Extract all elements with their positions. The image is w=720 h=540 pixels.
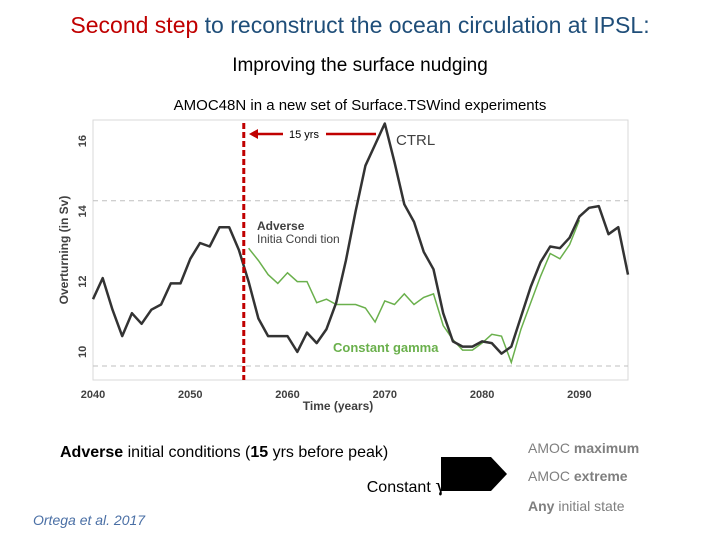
constant-gamma-text: Constant γ	[367, 476, 446, 497]
title-highlight: Second step	[70, 12, 199, 38]
x-tick-2070: 2070	[373, 389, 397, 401]
y-tick-10: 10	[77, 346, 89, 358]
amoc-chart: AMOC48N in a new set of Surface.TSWind e…	[57, 97, 630, 413]
plot-area	[92, 119, 629, 381]
y-axis-label: Overturning (in Sv)	[57, 196, 71, 305]
x-tick-labels: 2040 2050 2060 2070 2080 2090	[81, 389, 592, 401]
y-tick-12: 12	[77, 275, 89, 287]
result-any-initial-state: Any initial state	[528, 498, 625, 514]
x-tick-2060: 2060	[275, 389, 299, 401]
adverse-conditions-text: Adverse initial conditions (15 yrs befor…	[60, 444, 388, 462]
gamma-symbol: γ	[435, 476, 446, 497]
x-tick-2090: 2090	[567, 389, 591, 401]
result1-bold: maximum	[573, 440, 640, 456]
result-amoc-maximum: AMOC maximum	[528, 440, 639, 456]
result1-plain: AMOC	[528, 440, 570, 456]
ctrl-label: CTRL	[396, 132, 435, 149]
x-axis-label: Time (years)	[303, 399, 373, 413]
adverse-suffix: yrs before peak)	[272, 444, 389, 461]
slide-subtitle: Improving the surface nudging	[232, 55, 488, 76]
result3-tail: initial state	[558, 498, 625, 514]
adverse-mid: initial conditions (	[127, 444, 251, 461]
y-tick-14: 14	[77, 204, 89, 217]
result3-bold: Any	[528, 498, 555, 514]
adverse-label-line1: Adverse	[257, 219, 305, 233]
chart-title: AMOC48N in a new set of Surface.TSWind e…	[174, 97, 547, 114]
result2-plain: AMOC	[528, 468, 570, 484]
x-tick-2080: 2080	[470, 389, 494, 401]
series-ctrl-line	[91, 122, 630, 355]
gamma-label: Constant gamma	[333, 340, 439, 355]
slide-title: Second step to reconstruct the ocean cir…	[0, 12, 720, 39]
result-amoc-extreme: AMOC extreme	[528, 468, 628, 484]
adverse-label-line2: Initia Condi tion	[257, 232, 340, 246]
constant-word: Constant	[366, 479, 431, 496]
result-arrow-icon	[441, 457, 507, 491]
y-tick-16: 16	[77, 135, 89, 147]
reference-lines	[93, 200, 628, 367]
title-rest: to reconstruct the ocean circulation at …	[204, 12, 650, 38]
x-tick-2040: 2040	[81, 389, 105, 401]
result2-bold: extreme	[573, 468, 628, 484]
adverse-word: Adverse	[60, 444, 124, 461]
span-label: 15 yrs	[289, 129, 319, 141]
y-tick-labels: 10 12 14 16	[77, 135, 89, 358]
citation: Ortega et al. 2017	[33, 512, 146, 528]
x-tick-2050: 2050	[178, 389, 202, 401]
adverse-num: 15	[250, 444, 269, 461]
series-constant-gamma-line	[248, 219, 581, 365]
span-arrowhead-icon	[249, 129, 258, 139]
